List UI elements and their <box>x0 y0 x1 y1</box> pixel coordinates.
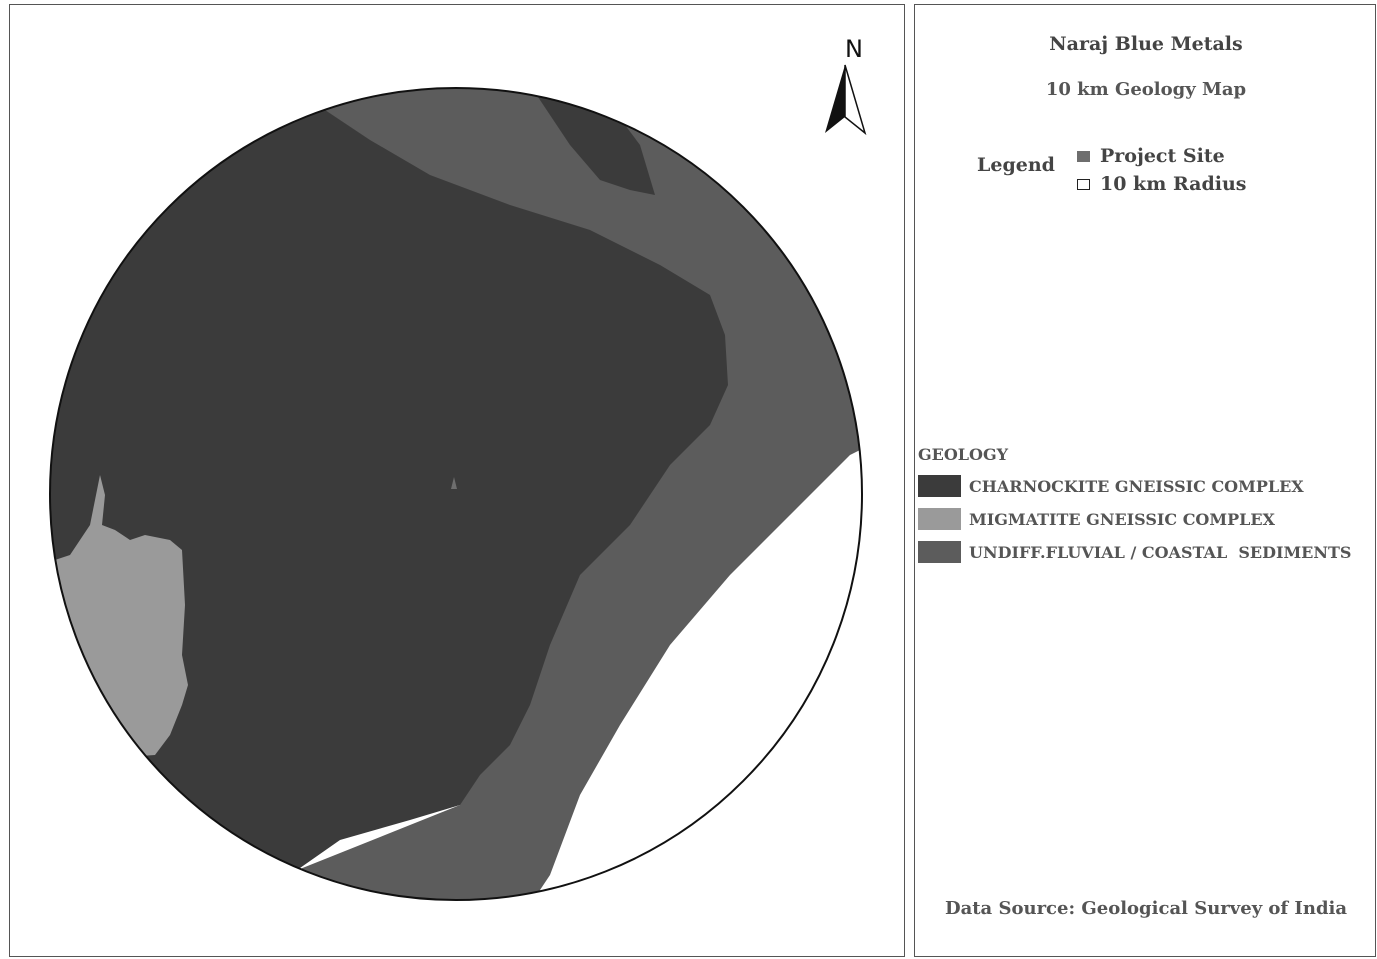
geology-class-sediments: UNDIFF.FLUVIAL / COASTAL SEDIMENTS <box>918 541 1351 563</box>
charnockite-region <box>50 88 728 900</box>
geology-heading: GEOLOGY <box>918 445 1009 464</box>
geology-class-charnockite: CHARNOCKITE GNEISSIC COMPLEX <box>918 475 1304 497</box>
map-subtitle: 10 km Geology Map <box>1045 79 1247 100</box>
map-panel: N <box>9 4 905 957</box>
legend-item-project-site: Project Site <box>1077 145 1225 167</box>
radius-swatch <box>1077 178 1090 190</box>
charnockite-swatch <box>918 475 961 497</box>
geology-class-migmatite: MIGMATITE GNEISSIC COMPLEX <box>918 508 1275 530</box>
geology-class-label: UNDIFF.FLUVIAL / COASTAL SEDIMENTS <box>969 542 1352 562</box>
legend-item-label: Project Site <box>1100 145 1225 167</box>
legend-panel: Naraj Blue Metals 10 km Geology Map Lege… <box>914 4 1376 957</box>
project-site-swatch <box>1077 150 1090 162</box>
geology-class-label: MIGMATITE GNEISSIC COMPLEX <box>969 509 1275 529</box>
north-label: N <box>845 35 863 63</box>
geology-map <box>49 64 867 901</box>
radius-circle <box>49 87 863 901</box>
legend-label: Legend <box>977 154 1055 176</box>
migmatite-swatch <box>918 508 961 530</box>
data-source: Data Source: Geological Survey of India <box>944 898 1348 919</box>
charnockite-wedge <box>530 88 655 195</box>
project-site-marker <box>451 477 457 489</box>
map-title: Naraj Blue Metals <box>1049 33 1243 55</box>
legend-item-radius: 10 km Radius <box>1077 173 1247 195</box>
geology-class-label: CHARNOCKITE GNEISSIC COMPLEX <box>969 476 1304 496</box>
sediments-swatch <box>918 541 961 563</box>
legend-item-label: 10 km Radius <box>1100 173 1247 195</box>
north-arrow-icon <box>825 64 867 136</box>
